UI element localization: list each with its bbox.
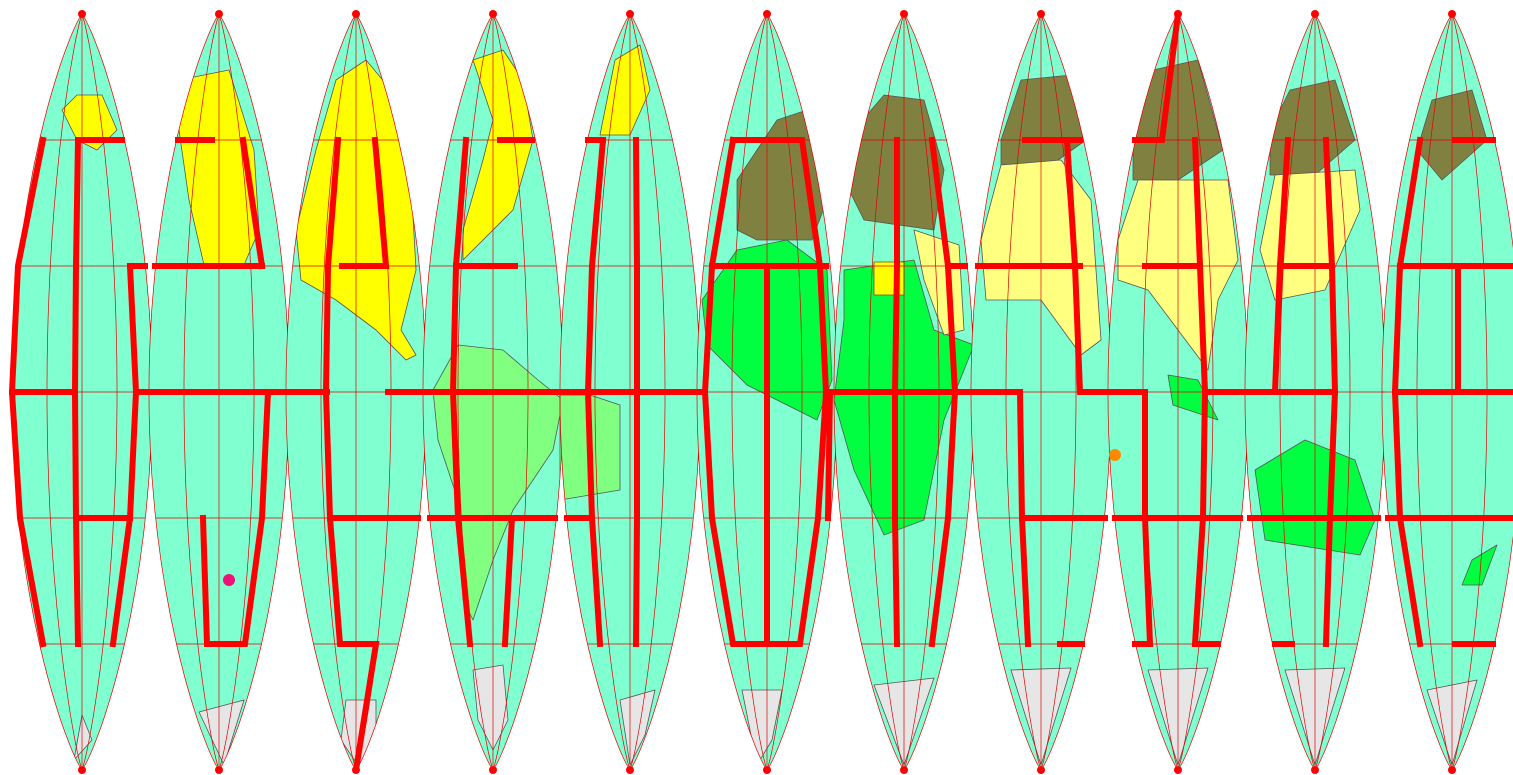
zone-boundary (199, 388, 272, 647)
north-pole-point (78, 10, 86, 18)
zone-boundary (239, 136, 266, 270)
north-pole-point (900, 10, 908, 18)
north-pole-point (1037, 10, 1045, 18)
south-pole-point (1448, 766, 1456, 774)
zone-boundary (109, 262, 140, 648)
zone-boundary (824, 388, 834, 522)
zone-boundaries-layer (8, 10, 1513, 774)
landmasses (432, 49, 564, 751)
north-pole-point (352, 10, 360, 18)
zone-boundary (1063, 136, 1148, 395)
south-pole-point (1037, 766, 1045, 774)
zone-boundary (892, 137, 901, 648)
south-pole-point (626, 766, 634, 774)
zone-boundary (1132, 10, 1182, 143)
south-pole-point (78, 766, 86, 774)
meridian-line (1314, 13, 1351, 767)
south-pole-point (215, 766, 223, 774)
north-pole-point (1311, 10, 1319, 18)
marker-pink[interactable] (223, 574, 235, 586)
north-pole-point (1448, 10, 1456, 18)
zone-boundary (1132, 389, 1154, 647)
north-pole-point (763, 10, 771, 18)
landmass (619, 689, 656, 766)
south-pole-point (352, 766, 360, 774)
landmasses (559, 44, 656, 766)
south-pole-point (763, 766, 771, 774)
north-pole-point (489, 10, 497, 18)
landmass (1461, 544, 1498, 586)
zone-boundary (449, 136, 474, 648)
south-pole-point (1311, 766, 1319, 774)
south-pole-point (900, 766, 908, 774)
south-pole-point (489, 766, 497, 774)
north-pole-point (626, 10, 634, 18)
zone-boundary (1191, 136, 1221, 647)
marker-orange[interactable] (1109, 449, 1121, 461)
zone-boundary (1322, 136, 1339, 648)
north-pole-point (215, 10, 223, 18)
zone-boundary (501, 514, 516, 648)
north-pole-point (1174, 10, 1182, 18)
zone-boundary (339, 136, 390, 269)
zone-boundary (928, 136, 959, 648)
south-pole-point (1174, 766, 1182, 774)
zone-boundary (701, 136, 830, 647)
landmass (61, 94, 118, 151)
landmass (73, 714, 93, 761)
markers-layer (78, 10, 1456, 774)
landmass (472, 664, 509, 751)
landmasses (61, 94, 118, 761)
